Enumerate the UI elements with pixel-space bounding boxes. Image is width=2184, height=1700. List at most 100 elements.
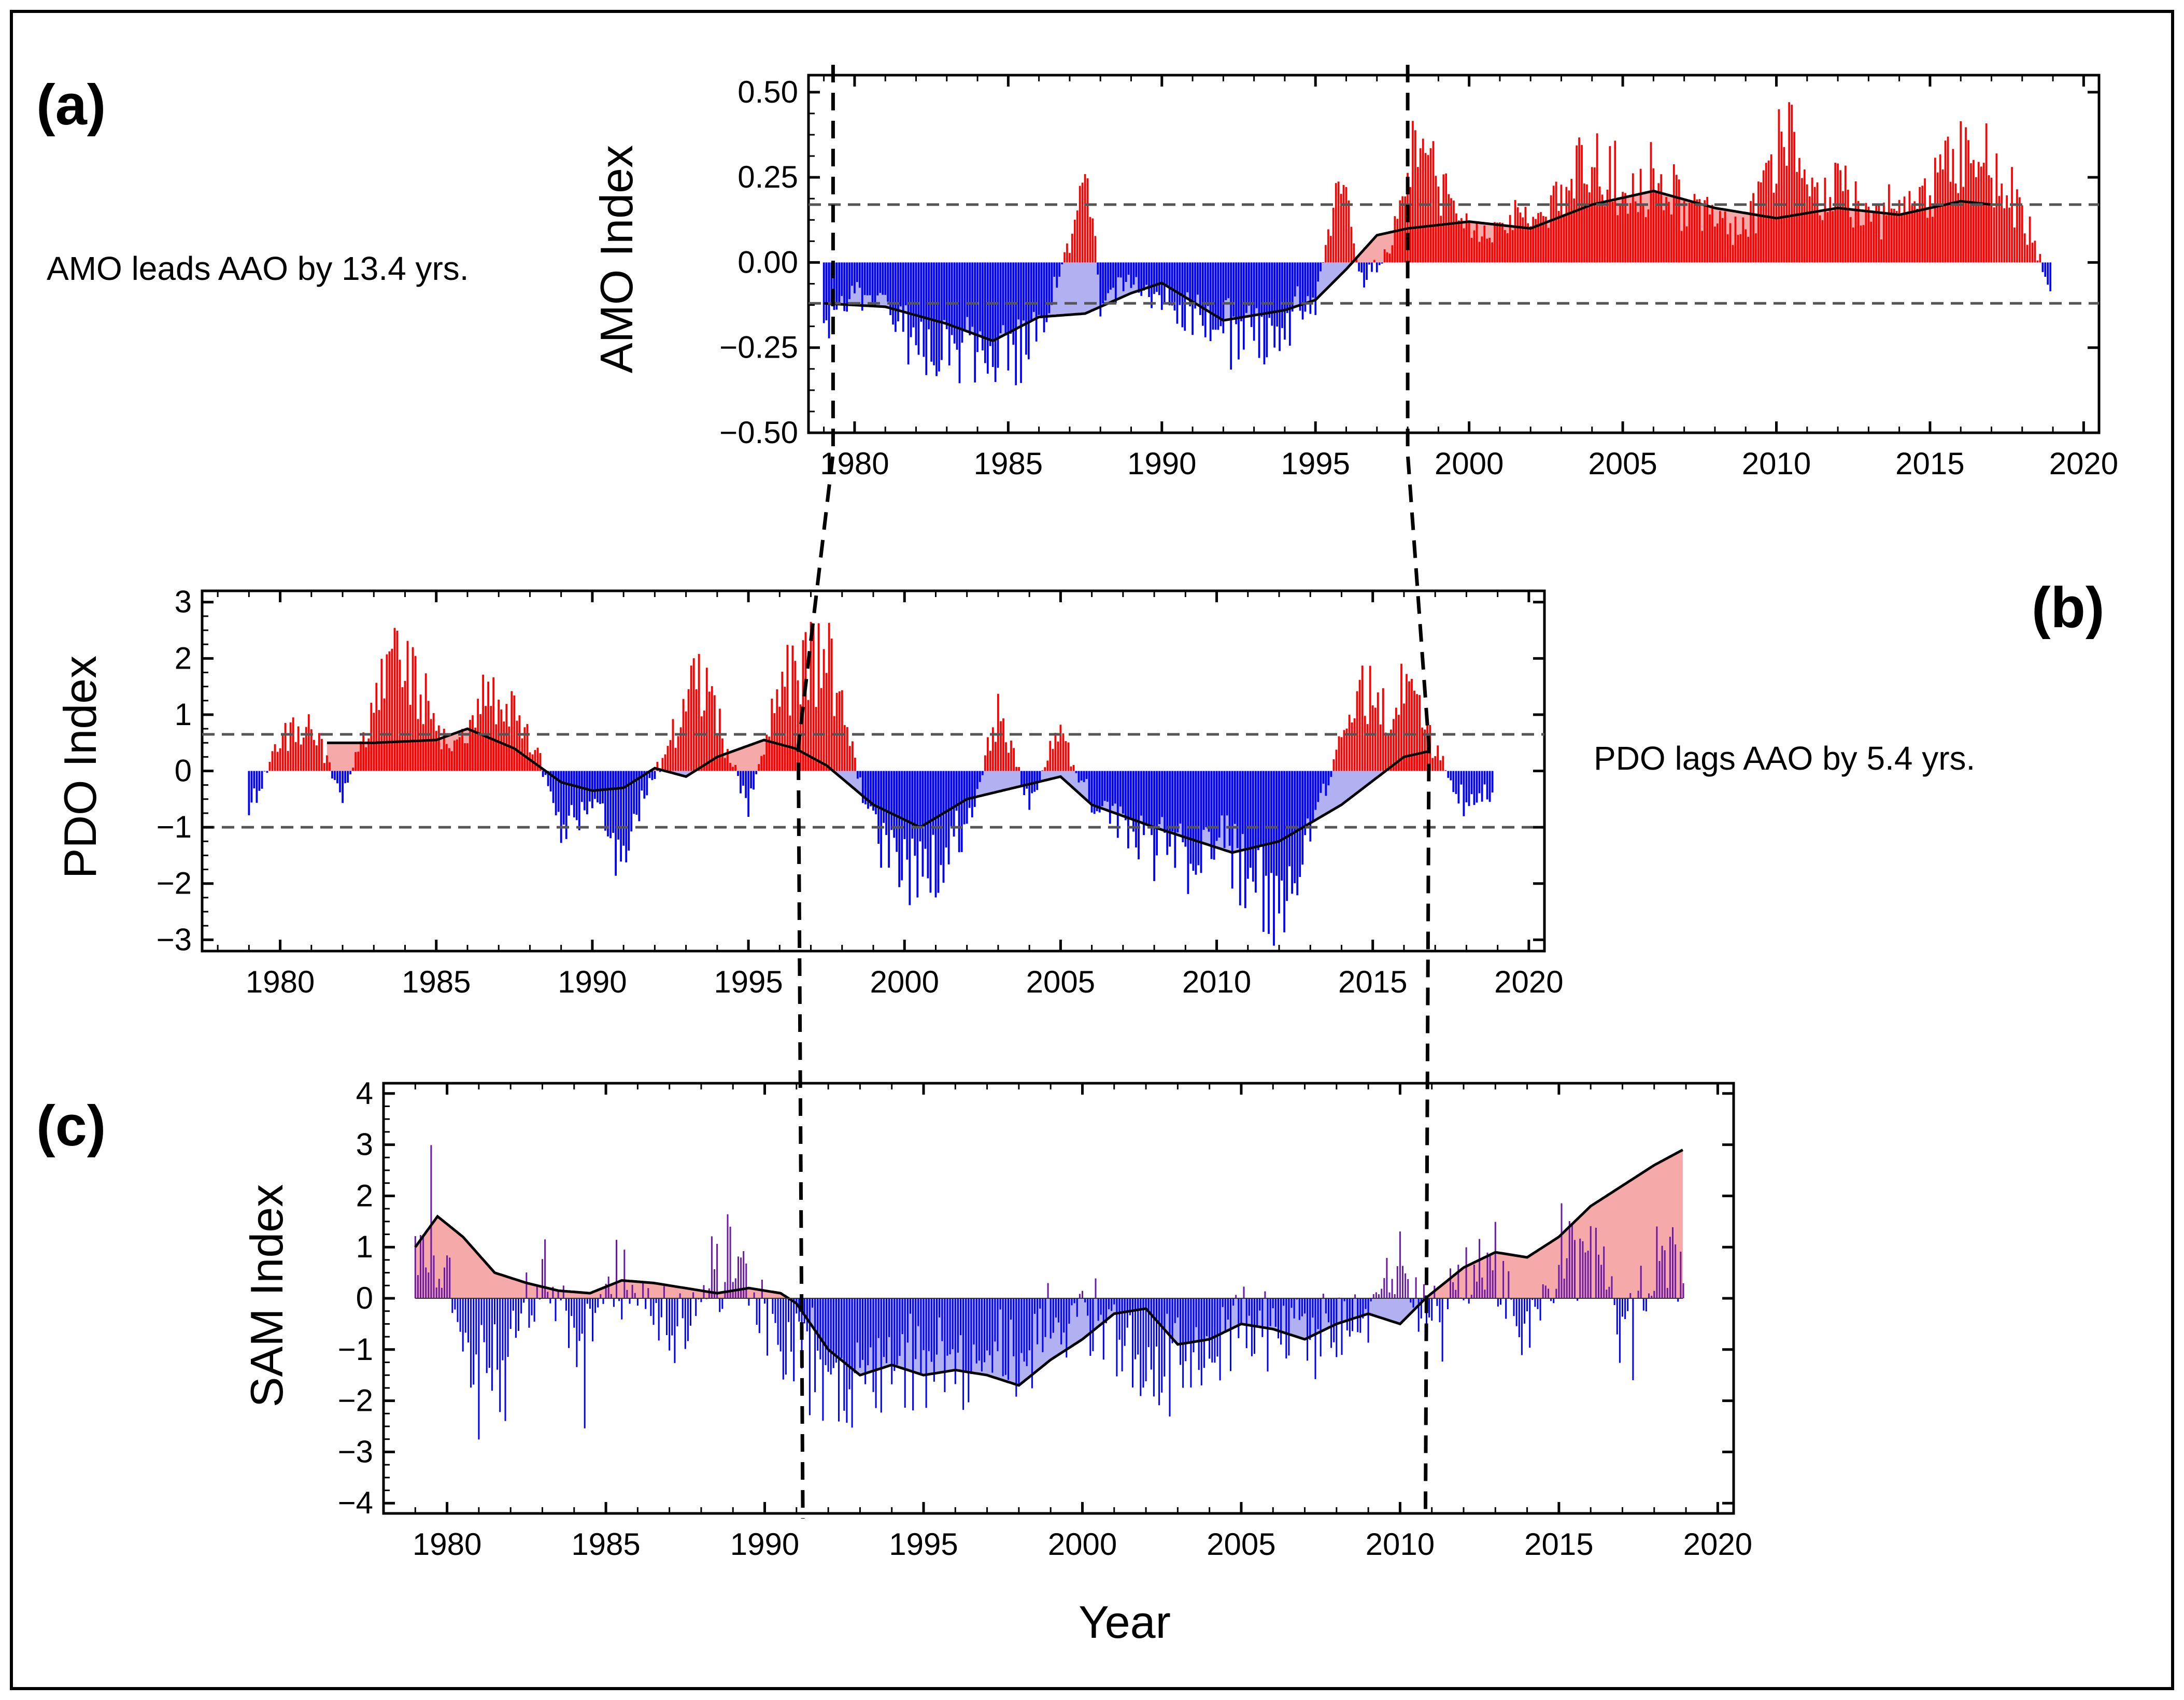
data-bar [1143, 262, 1145, 291]
data-bar [1411, 678, 1413, 771]
data-bar [1068, 1298, 1070, 1324]
data-bar [859, 771, 861, 777]
data-bar [612, 771, 614, 833]
data-bar [1092, 1298, 1094, 1351]
data-bar [523, 1298, 525, 1303]
data-bar [1333, 1298, 1335, 1342]
data-bar [1163, 262, 1166, 303]
data-bar [1100, 1298, 1102, 1315]
data-bar [1018, 1298, 1020, 1385]
data-bar [370, 702, 373, 771]
data-bar [1573, 199, 1575, 263]
data-bar [748, 1298, 750, 1306]
lag-line-left [796, 65, 835, 1519]
data-bar [1309, 771, 1312, 842]
data-bar [1416, 694, 1418, 771]
data-bar [817, 623, 820, 771]
data-bar [923, 262, 925, 357]
data-bar [305, 727, 307, 771]
data-bar [1494, 222, 1496, 263]
data-bar [329, 762, 331, 771]
data-bar [830, 1298, 832, 1375]
data-bar [1391, 245, 1394, 263]
data-bar [1002, 718, 1004, 771]
data-bar [613, 1298, 615, 1307]
data-bar [1542, 216, 1544, 263]
data-bar [504, 1298, 506, 1421]
data-bar [480, 1298, 483, 1325]
data-bar [698, 1298, 700, 1300]
data-bar [380, 659, 383, 771]
data-bar [949, 1298, 951, 1354]
data-bar [1468, 771, 1470, 806]
data-bar [885, 771, 887, 835]
data-bar [512, 1298, 514, 1311]
data-bar [456, 739, 458, 771]
data-bar [1534, 1298, 1536, 1307]
data-bar [651, 771, 654, 781]
data-bar [819, 1298, 821, 1359]
data-bar [336, 771, 338, 784]
data-bar [1867, 206, 1870, 263]
data-bar [1837, 163, 1839, 263]
x-tick-label: 2020 [1494, 965, 1563, 999]
data-bar [1737, 235, 1739, 263]
data-bar [318, 733, 320, 771]
y-tick-label: −2 [157, 866, 192, 901]
data-bar [1396, 1266, 1398, 1298]
data-bar [1601, 194, 1604, 263]
data-bar [716, 735, 718, 771]
data-bar [1582, 1241, 1584, 1298]
data-bar [1721, 218, 1724, 263]
data-bar [1798, 158, 1800, 263]
data-bar [1406, 674, 1408, 771]
data-bar [1135, 771, 1137, 848]
data-bar [1266, 262, 1268, 358]
data-bar [1342, 185, 1345, 263]
data-bar [888, 1298, 890, 1337]
data-bar [1375, 1292, 1377, 1298]
data-bar [1481, 236, 1483, 263]
x-tick-label: 1995 [889, 1527, 958, 1562]
data-bar [365, 747, 367, 771]
data-bar [1008, 753, 1010, 771]
data-bar [628, 771, 630, 851]
data-bar [1505, 1298, 1507, 1319]
data-bar [1476, 1281, 1478, 1298]
data-bar [1046, 760, 1049, 771]
x-tick-label: 2015 [1895, 446, 1964, 481]
data-bar [1354, 1294, 1356, 1298]
data-bar [1465, 213, 1468, 263]
data-bar [825, 1298, 827, 1365]
data-bar [742, 771, 744, 786]
data-bar [1296, 1298, 1298, 1300]
sam-ylabel: SAM Index [241, 1184, 292, 1407]
data-bar [1084, 1298, 1086, 1302]
data-bar [909, 771, 911, 905]
data-bar [1049, 741, 1052, 771]
data-bar [1125, 262, 1127, 282]
data-bar [854, 262, 856, 294]
data-bar [1356, 691, 1358, 771]
data-bar [1455, 1290, 1457, 1298]
data-bar [1413, 690, 1415, 771]
data-bar [692, 658, 695, 771]
data-bar [534, 750, 536, 771]
data-bar [568, 1298, 570, 1348]
data-bar [1924, 178, 1926, 263]
data-bar [1353, 718, 1356, 771]
data-bar [894, 1298, 896, 1371]
x-tick-label: 1985 [974, 446, 1043, 481]
data-bar [1742, 217, 1745, 263]
data-bar [1622, 1298, 1623, 1317]
data-bar [1189, 771, 1192, 864]
data-bar [354, 752, 357, 771]
data-bar [1160, 262, 1163, 310]
data-bar [920, 1298, 922, 1374]
data-bar [968, 1298, 970, 1402]
data-bar [771, 699, 773, 771]
data-bar [1140, 1298, 1142, 1396]
data-bar [1083, 771, 1085, 782]
data-bar [451, 751, 453, 771]
y-tick-label: 3 [175, 585, 192, 619]
